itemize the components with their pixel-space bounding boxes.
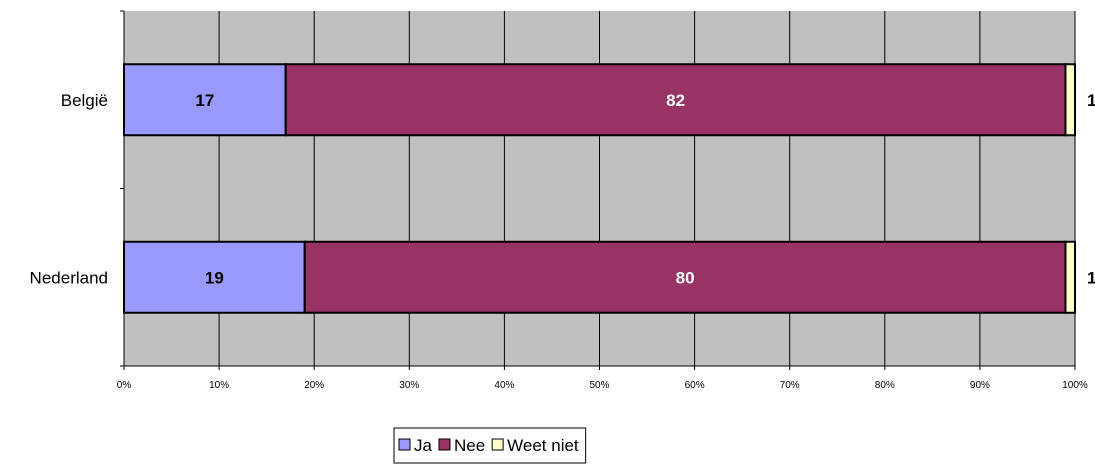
x-tick-label: 60%: [685, 380, 705, 391]
x-tick-label: 70%: [780, 380, 800, 391]
legend-label-weet-niet: Weet niet: [507, 436, 579, 455]
bar-nee-nederland: [303, 240, 1067, 314]
bars: [123, 63, 1076, 314]
category-label-belgie: België: [61, 91, 108, 110]
legend-label-nee: Nee: [454, 436, 485, 455]
data-label-weet-niet-belgie: 1: [1087, 91, 1095, 110]
x-tick-label: 20%: [304, 380, 324, 391]
x-tick-label: 10%: [209, 380, 229, 391]
legend-swatch-nee: [438, 438, 451, 451]
data-label-ja-belgie: 17: [195, 91, 214, 110]
category-label-nederland: Nederland: [30, 268, 108, 287]
legend: Ja Nee Weet niet: [393, 427, 587, 464]
x-tick-label: 100%: [1062, 380, 1088, 391]
data-labels: 17 82 1 19 80 1: [195, 91, 1095, 288]
data-label-ja-nederland: 19: [205, 268, 224, 287]
x-tick-label: 80%: [875, 380, 895, 391]
bar-ja-nederland: [123, 240, 306, 314]
legend-swatch-weet-niet: [491, 438, 504, 451]
bar-weet-niet-nederland: [1064, 240, 1076, 314]
legend-box: [393, 427, 587, 464]
x-axis: 0% 10% 20% 30% 40% 50% 60% 70% 80% 90% 100%: [117, 365, 1088, 391]
bar-weet-niet-belgie: [1064, 63, 1076, 137]
x-tick-label: 90%: [970, 380, 990, 391]
x-tick-label: 30%: [399, 380, 419, 391]
x-tick-label: 0%: [117, 380, 132, 391]
legend-swatch-ja: [398, 438, 411, 451]
x-tick-label: 40%: [494, 380, 514, 391]
legend-label-ja: Ja: [414, 436, 433, 455]
bar-nee-belgie: [284, 63, 1067, 137]
data-label-weet-niet-nederland: 1: [1087, 268, 1095, 287]
data-label-nee-nederland: 80: [676, 268, 695, 287]
x-tick-label: 50%: [589, 380, 609, 391]
category-labels: België Nederland: [30, 91, 108, 288]
data-label-nee-belgie: 82: [666, 91, 685, 110]
